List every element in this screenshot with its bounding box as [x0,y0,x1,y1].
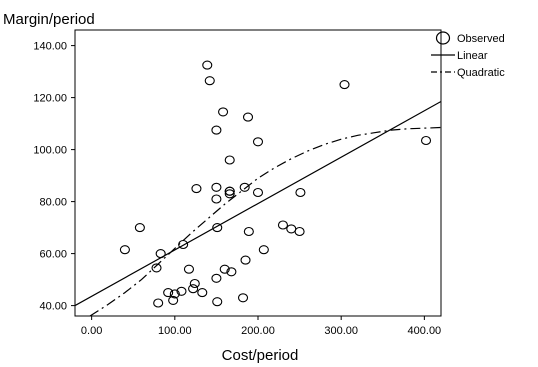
plot-frame [74,29,442,317]
observed-point [163,288,174,298]
observed-point [239,182,250,192]
observed-point [286,224,297,234]
observed-point [202,60,213,70]
legend: Observed Linear Quadratic [431,31,505,79]
y-tick-label: 100.00 [33,145,67,157]
observed-point [240,255,251,265]
observed-point [252,187,264,198]
x-tick-label: 300.00 [324,325,358,337]
y-tick-label: 120.00 [33,93,67,105]
observed-point [212,223,223,233]
y-axis-label: Margin/period [3,11,95,28]
observed-point [204,76,215,86]
observed-point [134,223,145,233]
y-tick-label: 140.00 [33,41,67,53]
legend-label-observed: Observed [457,33,505,45]
observed-point [197,288,208,298]
observed-point [211,194,222,204]
y-tick-label: 40.00 [39,301,67,313]
observed-point [176,286,187,296]
observed-point [211,273,222,283]
observed-point [258,245,269,255]
y-axis: 40.00 60.00 80.00 100.00 120.00 140.00 [33,41,75,313]
observed-point [218,107,229,117]
observed-point [169,289,180,299]
observed-point [119,245,130,255]
observed-point [242,112,254,122]
observed-point [294,226,305,237]
observed-point [153,298,164,308]
observed-point [243,226,254,237]
x-tick-label: 200.00 [241,325,275,337]
observed-point [339,80,350,90]
x-axis: 0.00 100.00 200.00 300.00 400.00 [81,316,441,337]
observed-point [191,184,202,194]
observed-point [189,278,200,289]
observed-point [188,284,199,294]
observed-point [151,263,162,273]
observed-point [226,267,237,277]
linear-fit-line [75,100,441,307]
x-tick-label: 0.00 [81,325,102,337]
observed-point [295,187,306,198]
observed-point [224,186,235,196]
observed-point [212,297,223,307]
observed-point [224,155,235,165]
observed-point [277,220,289,230]
observed-point [183,264,195,274]
y-tick-label: 60.00 [39,249,67,261]
observed-point [237,293,249,303]
observed-point [420,135,432,146]
observed-point [211,125,222,135]
y-tick-label: 80.00 [39,197,67,209]
legend-label-linear: Linear [457,50,488,62]
observed-point [219,264,230,274]
x-tick-label: 100.00 [158,325,192,337]
observed-point [252,137,264,147]
legend-marker-observed [435,31,451,45]
observed-point [168,295,179,305]
x-tick-label: 400.00 [408,325,442,337]
plot-content [75,60,441,316]
x-axis-label: Cost/period [222,347,299,364]
legend-label-quadratic: Quadratic [457,67,505,79]
quadratic-fit-line [89,126,441,316]
observed-point [224,189,235,199]
observed-point [211,182,222,192]
